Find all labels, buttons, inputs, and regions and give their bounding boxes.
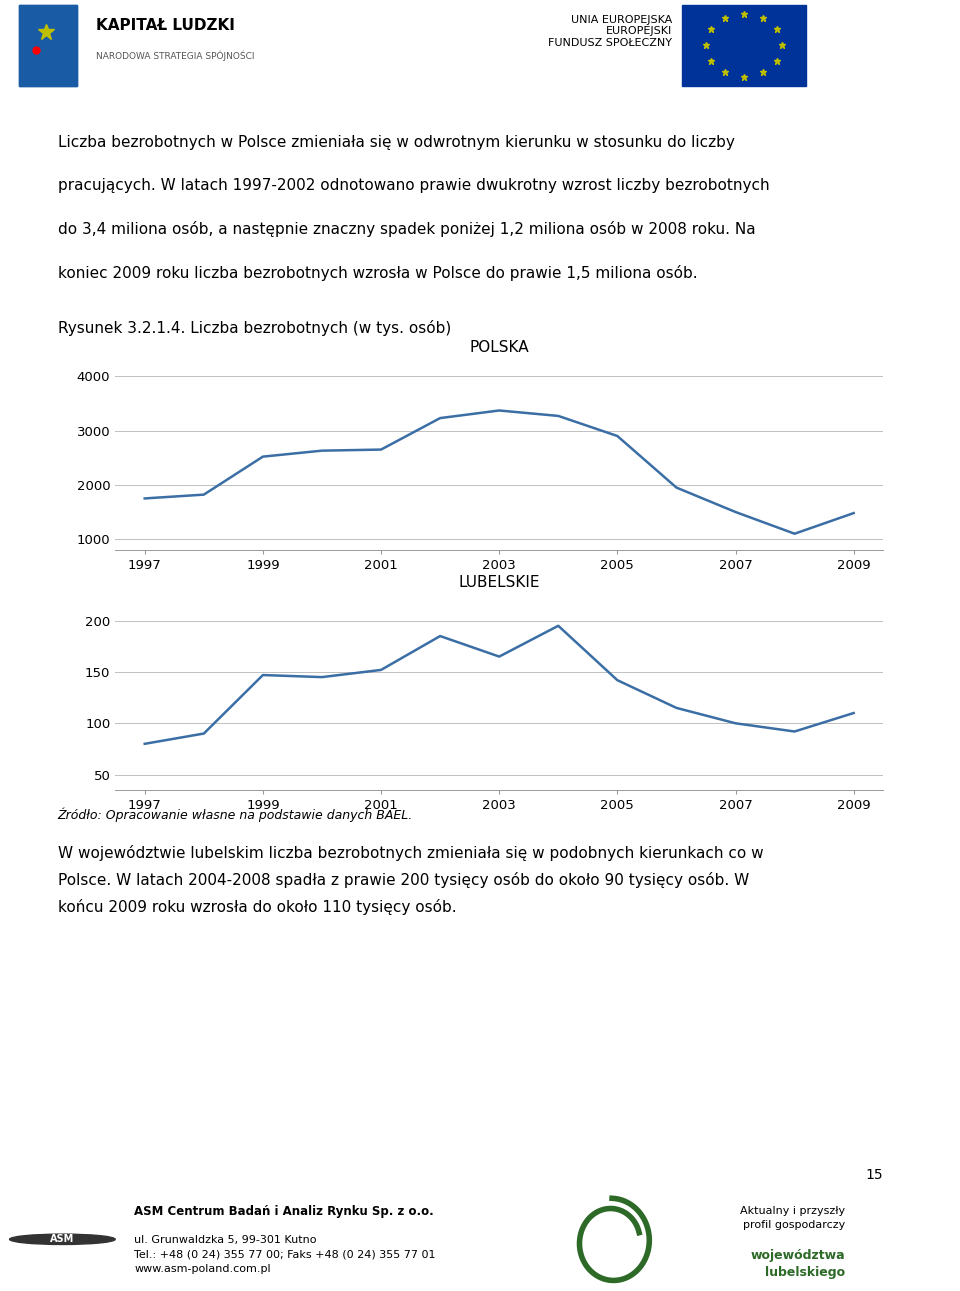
Text: ASM: ASM [50,1234,75,1245]
Text: Polsce. W latach 2004-2008 spadła z prawie 200 tysięcy osób do około 90 tysięcy : Polsce. W latach 2004-2008 spadła z praw… [58,871,749,888]
Text: koniec 2009 roku liczba bezrobotnych wzrosła w Polsce do prawie 1,5 miliona osób: koniec 2009 roku liczba bezrobotnych wzr… [58,265,697,280]
Title: LUBELSKIE: LUBELSKIE [459,574,540,590]
Text: UNIA EUROPEJSKA
EUROPEJSKI
FUNDUSZ SPOŁECZNY: UNIA EUROPEJSKA EUROPEJSKI FUNDUSZ SPOŁE… [548,15,672,48]
Text: Aktualny i przyszły
profil gospodarczy: Aktualny i przyszły profil gospodarczy [739,1206,845,1229]
Text: województwa
lubelskiego: województwa lubelskiego [750,1248,845,1278]
Bar [19,4,77,85]
Text: Rysunek 3.2.1.4. Liczba bezrobotnych (w tys. osób): Rysunek 3.2.1.4. Liczba bezrobotnych (w … [58,320,451,336]
Text: ASM Centrum Badań i Analiz Rynku Sp. z o.o.: ASM Centrum Badań i Analiz Rynku Sp. z o… [134,1205,434,1217]
Text: PROJEKT WSPÓŁFINANSOWANY PRZEZ UNIĘ EUROPEJSKĄ W RAMACH EUROPEJSKIEGO FUNDUSZU S: PROJEKT WSPÓŁFINANSOWANY PRZEZ UNIĘ EURO… [149,93,811,105]
Text: końcu 2009 roku wzrosła do około 110 tysięcy osób.: końcu 2009 roku wzrosła do około 110 tys… [58,899,456,915]
Text: pracujących. W latach 1997-2002 odnotowano prawie dwukrotny wzrost liczby bezrob: pracujących. W latach 1997-2002 odnotowa… [58,178,769,194]
Bar [19,4,77,85]
Circle shape [10,1234,115,1245]
Text: W województwie lubelskim liczba bezrobotnych zmieniała się w podobnych kierunkac: W województwie lubelskim liczba bezrobot… [58,846,763,861]
Text: ul. Grunwaldzka 5, 99-301 Kutno
Tel.: +48 (0 24) 355 77 00; Faks +48 (0 24) 355 : ul. Grunwaldzka 5, 99-301 Kutno Tel.: +4… [134,1234,436,1274]
Text: Źródło: Opracowanie własne na podstawie danych BAEL.: Źródło: Opracowanie własne na podstawie … [58,808,413,822]
Text: do 3,4 miliona osób, a następnie znaczny spadek poniżej 1,2 miliona osób w 2008 : do 3,4 miliona osób, a następnie znaczny… [58,221,756,238]
Title: POLSKA: POLSKA [469,340,529,355]
Text: NARODOWA STRATEGIA SPÓJNOŚCI: NARODOWA STRATEGIA SPÓJNOŚCI [96,50,254,61]
Text: 15: 15 [866,1168,883,1183]
Text: KAPITAŁ LUDZKI: KAPITAŁ LUDZKI [96,18,235,32]
Text: Liczba bezrobotnych w Polsce zmieniała się w odwrotnym kierunku w stosunku do li: Liczba bezrobotnych w Polsce zmieniała s… [58,136,734,150]
